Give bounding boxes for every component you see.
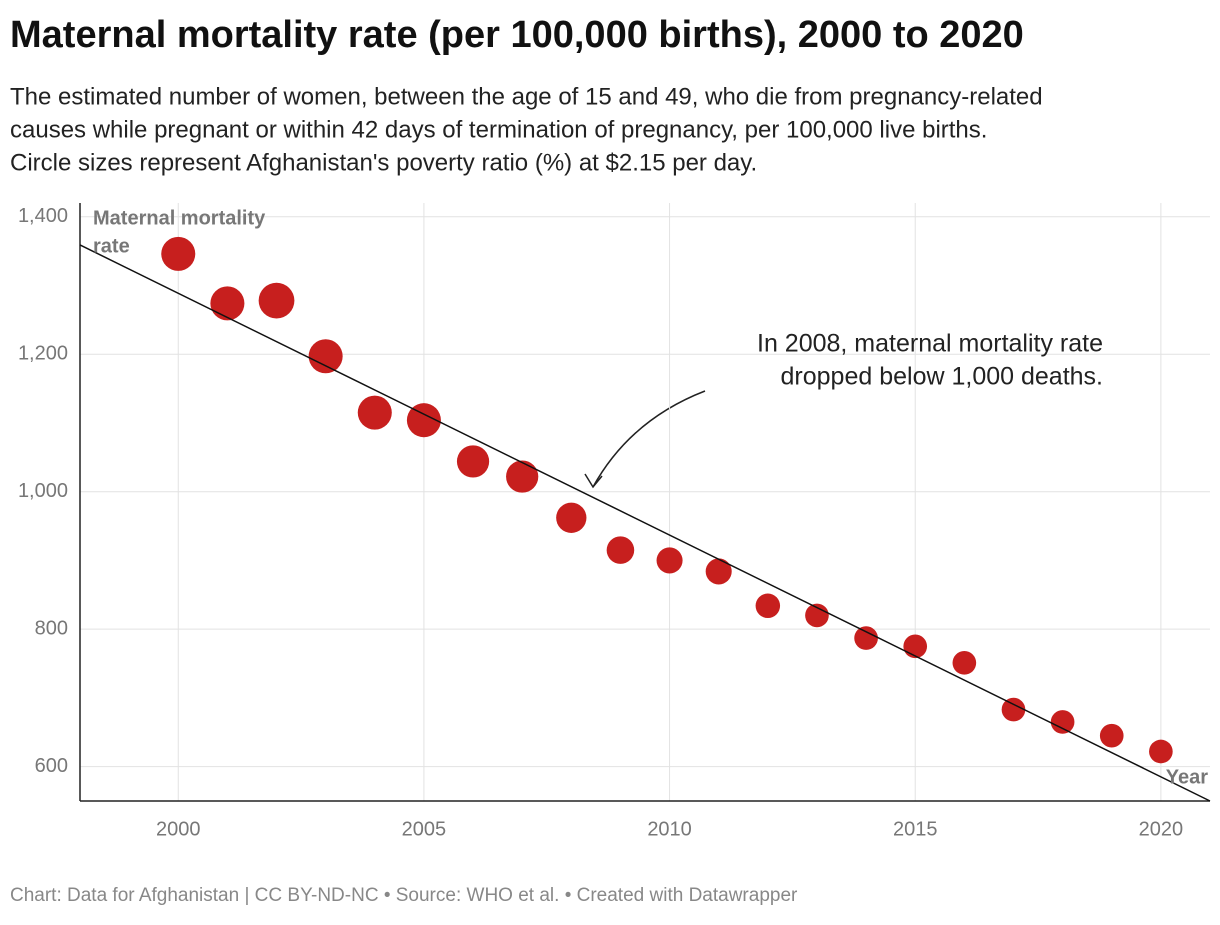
- annotation: dropped below 1,000 deaths.: [781, 363, 1103, 391]
- bubble: [456, 445, 490, 478]
- y-tick-label: 800: [35, 617, 68, 639]
- annotation-arrow: [592, 390, 706, 488]
- bubble: [210, 286, 245, 321]
- x-tick-label: 2000: [156, 818, 201, 840]
- bubble: [854, 626, 878, 650]
- x-tick-label: 2005: [402, 818, 447, 840]
- bubble: [805, 603, 829, 628]
- bubble: [556, 502, 587, 533]
- bubble: [1001, 697, 1026, 722]
- subtitle: Circle sizes represent Afghanistan's pov…: [10, 149, 757, 176]
- y-tick-label: 1,000: [18, 480, 68, 502]
- x-tick-label: 2010: [647, 818, 692, 840]
- bubble: [903, 634, 928, 659]
- bubble: [161, 236, 196, 271]
- chart-title: Maternal mortality rate (per 100,000 bir…: [10, 14, 1024, 56]
- x-tick-label: 2020: [1139, 818, 1184, 840]
- annotation: In 2008, maternal mortality rate: [757, 330, 1103, 358]
- bubble: [656, 547, 683, 574]
- y-axis-label: rate: [93, 235, 130, 257]
- bubble: [1099, 723, 1124, 748]
- x-axis-label: Year: [1166, 766, 1208, 788]
- y-tick-label: 1,400: [18, 205, 68, 227]
- bubble: [705, 558, 732, 585]
- y-axis-label: Maternal mortality: [93, 207, 266, 229]
- bubble: [406, 403, 441, 438]
- bubble: [258, 282, 295, 319]
- x-tick-label: 2015: [893, 818, 938, 840]
- bubble: [506, 460, 539, 493]
- bubble: [357, 395, 392, 430]
- footer: Chart: Data for Afghanistan | CC BY-ND-N…: [10, 885, 798, 906]
- subtitle: causes while pregnant or within 42 days …: [10, 116, 987, 143]
- bubble: [606, 536, 635, 564]
- bubble: [755, 593, 781, 619]
- bubble: [308, 339, 343, 374]
- bubble: [952, 651, 977, 675]
- bubble: [1149, 739, 1173, 764]
- bubble: [1050, 710, 1075, 734]
- y-tick-label: 1,200: [18, 342, 68, 364]
- subtitle: The estimated number of women, between t…: [10, 83, 1043, 110]
- y-tick-label: 600: [35, 755, 68, 777]
- arrow-head: [584, 473, 603, 489]
- trend-line: [79, 244, 1211, 802]
